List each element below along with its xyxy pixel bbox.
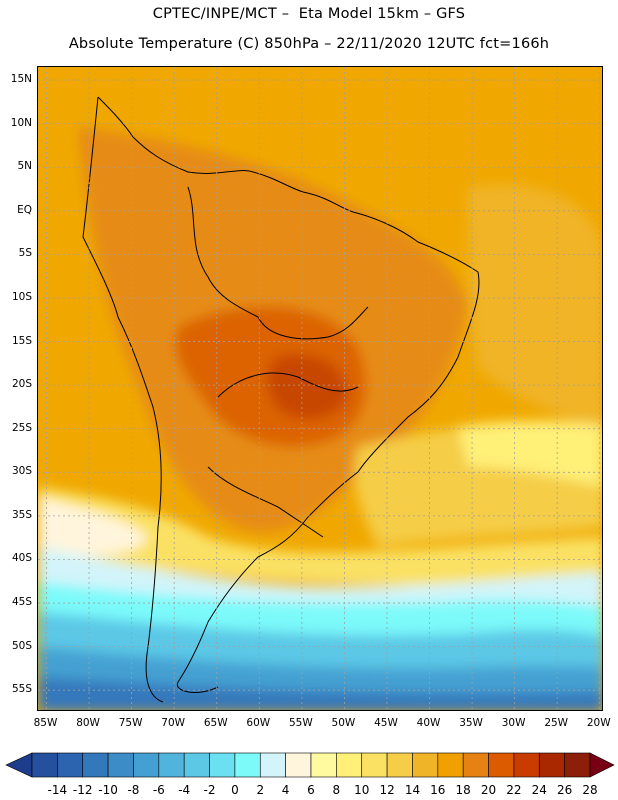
colorbar-cell-13 [361, 752, 388, 778]
lat-label-10N: 10N [10, 116, 32, 129]
lon-label-70W: 70W [161, 717, 186, 729]
lat-label-45S: 45S [11, 596, 32, 609]
colorbar-label--10: -10 [98, 783, 118, 797]
lat-label-5N: 5N [17, 160, 32, 173]
colorbar-label--8: -8 [127, 783, 140, 797]
colorbar-cell-18 [488, 752, 515, 778]
lon-label-25W: 25W [544, 717, 569, 729]
colorbar-label-18: 18 [455, 783, 471, 797]
lon-label-20W: 20W [586, 717, 611, 729]
colorbar-right-arrow [589, 752, 615, 778]
colorbar-label-20: 20 [480, 783, 497, 797]
lat-label-30S: 30S [11, 465, 32, 478]
colorbar-cell-2 [82, 752, 109, 778]
colorbar-label-6: 6 [307, 783, 315, 797]
colorbar [5, 752, 615, 778]
colorbar-cell-12 [336, 752, 363, 778]
colorbar-cell-20 [538, 752, 565, 778]
colorbar-left-arrow [5, 752, 33, 778]
lat-label-40S: 40S [11, 552, 32, 565]
colorbar-label--4: -4 [178, 783, 191, 797]
lat-label-15N: 15N [10, 73, 32, 86]
colorbar-label--14: -14 [47, 783, 68, 797]
temperature-map [38, 67, 602, 710]
lon-label-55W: 55W [288, 717, 313, 729]
colorbar-cell-4 [133, 752, 160, 778]
colorbar-label--12: -12 [72, 783, 93, 797]
lat-label-25S: 25S [11, 421, 32, 434]
lat-label-35S: 35S [11, 508, 32, 521]
lat-label-15S: 15S [11, 334, 32, 347]
lon-label-65W: 65W [203, 717, 228, 729]
colorbar-cell-7 [209, 752, 236, 778]
map-panel [37, 66, 603, 711]
lon-label-80W: 80W [76, 717, 100, 729]
colorbar-label-4: 4 [281, 783, 290, 797]
colorbar-label-22: 22 [506, 783, 522, 797]
colorbar-cell-5 [158, 752, 185, 778]
colorbar-label-12: 12 [379, 783, 395, 797]
colorbar-label-28: 28 [582, 783, 598, 797]
lat-label-20S: 20S [11, 378, 32, 391]
colorbar-label-24: 24 [531, 783, 547, 797]
chart-title-line1: CPTEC/INPE/MCT – Eta Model 15km – GFS [152, 6, 466, 22]
colorbar-cell-19 [513, 752, 540, 778]
lat-label-50S: 50S [11, 639, 32, 652]
lon-label-30W: 30W [501, 717, 526, 729]
colorbar-label-10: 10 [354, 783, 370, 797]
lon-label-45W: 45W [374, 717, 398, 729]
lat-label-5S: 5S [18, 247, 32, 260]
colorbar-label-26: 26 [556, 783, 573, 797]
colorbar-cell-0 [31, 752, 58, 778]
colorbar-cell-6 [183, 752, 210, 778]
lon-label-40W: 40W [416, 717, 441, 729]
colorbar-label-8: 8 [332, 783, 341, 797]
lon-label-35W: 35W [459, 717, 483, 729]
lat-label-55S: 55S [11, 683, 32, 696]
coastline [82, 96, 480, 703]
colorbar-cell-10 [285, 752, 312, 778]
lat-label-EQ: EQ [17, 203, 32, 216]
colorbar-cell-11 [310, 752, 337, 778]
lon-label-75W: 75W [118, 717, 143, 729]
colorbar-cell-17 [462, 752, 489, 778]
colorbar-cell-8 [234, 752, 261, 778]
lon-label-50W: 50W [331, 717, 356, 729]
colorbar-label--6: -6 [152, 783, 165, 797]
lon-label-85W: 85W [33, 717, 58, 729]
colorbar-label-2: 2 [256, 783, 265, 797]
lat-label-10S: 10S [11, 290, 32, 303]
colorbar-cell-9 [259, 752, 286, 778]
graticule [38, 67, 602, 710]
colorbar-label-14: 14 [404, 783, 421, 797]
colorbar-cell-15 [412, 752, 439, 778]
colorbar-cell-21 [564, 752, 591, 778]
colorbar-cell-3 [107, 752, 134, 778]
colorbar-cell-16 [437, 752, 464, 778]
chart-title-line2: Absolute Temperature (C) 850hPa – 22/11/… [68, 36, 550, 52]
colorbar-cell-14 [386, 752, 413, 778]
colorbar-label-0: 0 [231, 783, 239, 797]
colorbar-label-16: 16 [430, 783, 446, 797]
lon-label-60W: 60W [246, 717, 271, 729]
colorbar-cell-1 [57, 752, 84, 778]
colorbar-label--2: -2 [203, 783, 216, 797]
